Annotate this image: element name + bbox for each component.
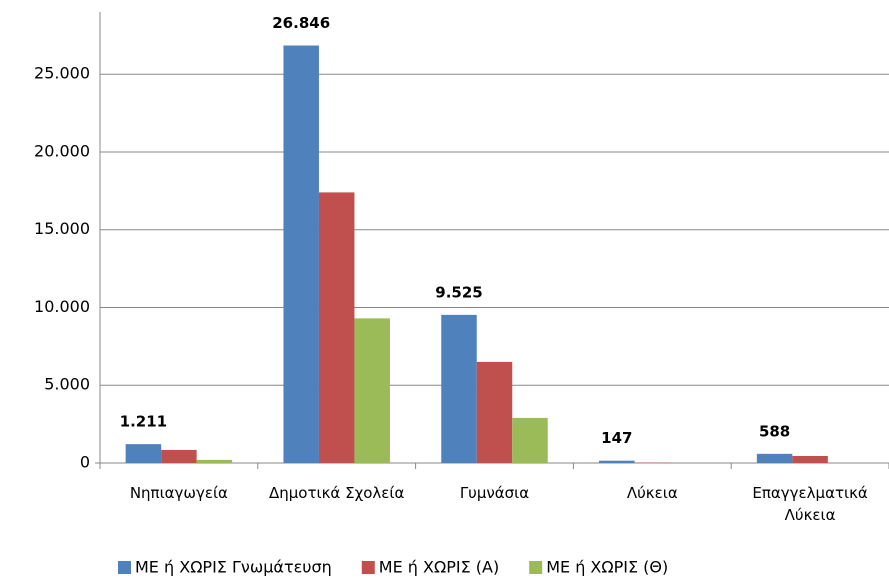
legend-label: ΜΕ ή ΧΩΡΙΣ Γνωμάτευση <box>135 558 332 577</box>
bar <box>792 456 828 463</box>
bar <box>283 45 319 463</box>
data-label: 26.846 <box>272 14 330 32</box>
legend-label: ΜΕ ή ΧΩΡΙΣ (Θ) <box>546 558 668 577</box>
y-tick-label: 0 <box>80 453 90 472</box>
y-tick-label: 15.000 <box>34 219 90 238</box>
data-label: 588 <box>759 422 790 440</box>
bar <box>354 318 390 463</box>
bar <box>476 361 513 463</box>
bar <box>441 314 477 463</box>
legend-swatch <box>361 561 375 574</box>
data-label: 1.211 <box>120 413 167 431</box>
x-tick-label: Δημοτικά Σχολεία <box>269 484 405 502</box>
y-tick-label: 5.000 <box>44 375 90 394</box>
bar <box>512 417 548 463</box>
bar <box>161 449 197 463</box>
data-label: 9.525 <box>435 283 482 301</box>
bar <box>599 460 635 463</box>
x-tick-label: Νηπιαγωγεία <box>129 484 228 502</box>
bar <box>125 444 162 463</box>
y-tick-label: 10.000 <box>34 297 90 316</box>
x-tick-label: Λύκεια <box>626 484 678 502</box>
legend-label: ΜΕ ή ΧΩΡΙΣ (Α) <box>379 558 499 577</box>
bar <box>196 459 233 463</box>
legend-swatch <box>529 561 543 574</box>
data-label: 147 <box>601 429 632 447</box>
y-tick-label: 20.000 <box>34 141 90 160</box>
legend-swatch <box>118 561 131 574</box>
x-tick-label: Γυμνάσια <box>459 484 530 502</box>
y-tick-label: 25.000 <box>34 64 90 83</box>
bar <box>756 453 793 463</box>
bar <box>318 192 355 463</box>
x-tick-label: Επαγγελματικά Λύκεια <box>752 484 868 524</box>
